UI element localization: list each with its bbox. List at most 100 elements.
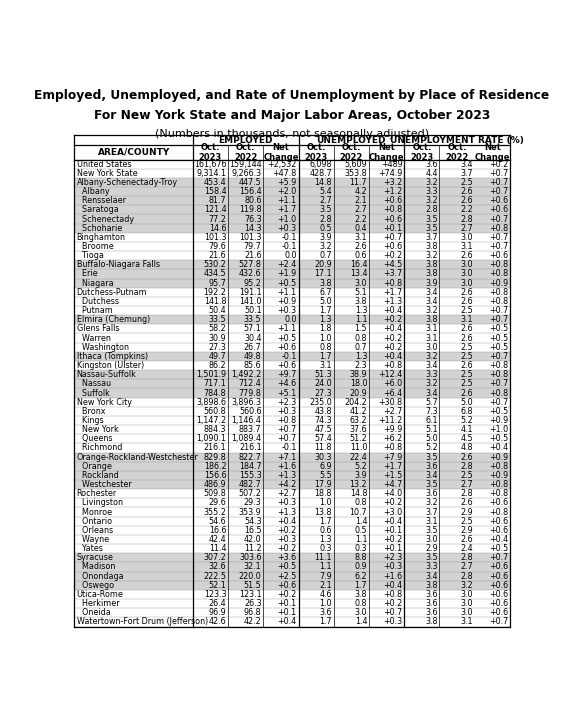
Text: +0.2: +0.2 (383, 535, 402, 544)
Text: 3.2: 3.2 (425, 178, 438, 187)
Text: 27.3: 27.3 (209, 343, 226, 351)
Text: 49.7: 49.7 (209, 352, 226, 361)
Text: 95.2: 95.2 (243, 279, 262, 288)
Text: 1,090.1: 1,090.1 (196, 434, 226, 443)
Text: +0.6: +0.6 (278, 361, 297, 370)
Text: 3.8: 3.8 (425, 315, 438, 325)
Text: Net
Change: Net Change (369, 143, 404, 162)
Text: 0.6: 0.6 (355, 251, 367, 260)
Text: 4.2: 4.2 (355, 187, 367, 196)
Text: 13.2: 13.2 (349, 480, 367, 489)
Text: Orange: Orange (76, 462, 111, 471)
Text: +0.2: +0.2 (383, 251, 402, 260)
Text: +0.4: +0.4 (489, 535, 508, 544)
Text: 5.5: 5.5 (319, 471, 332, 480)
Text: 11.2: 11.2 (244, 544, 262, 553)
Text: +0.2: +0.2 (383, 334, 402, 343)
Text: 3.2: 3.2 (461, 581, 473, 590)
Text: 2.6: 2.6 (461, 297, 473, 306)
Text: 428.7: 428.7 (310, 169, 332, 177)
Text: 2.5: 2.5 (460, 352, 473, 361)
Text: 26.7: 26.7 (244, 343, 262, 351)
Text: Kings: Kings (76, 416, 103, 425)
Text: 13.8: 13.8 (315, 508, 332, 517)
Text: 486.9: 486.9 (203, 480, 226, 489)
Text: 57.1: 57.1 (244, 325, 262, 334)
Text: 5.2: 5.2 (355, 462, 367, 471)
Text: 2.8: 2.8 (461, 554, 473, 562)
Text: 0.7: 0.7 (319, 251, 332, 260)
Text: 1.7: 1.7 (319, 352, 332, 361)
Text: 54.3: 54.3 (244, 517, 262, 526)
Text: 21.6: 21.6 (209, 251, 226, 260)
Text: +0.2: +0.2 (383, 343, 402, 351)
Text: 2.2: 2.2 (460, 205, 473, 214)
Text: 3,896.3: 3,896.3 (231, 397, 262, 407)
Text: 0.3: 0.3 (319, 544, 332, 553)
Text: 16.4: 16.4 (350, 260, 367, 269)
Text: 30.9: 30.9 (209, 334, 226, 343)
Text: +0.6: +0.6 (383, 242, 402, 251)
Text: +1.0: +1.0 (278, 214, 297, 223)
Text: +0.4: +0.4 (383, 306, 402, 315)
Text: 4.1: 4.1 (461, 425, 473, 434)
Text: 1,501.9: 1,501.9 (196, 370, 226, 379)
Text: +7.1: +7.1 (278, 452, 297, 462)
Text: 2.1: 2.1 (355, 197, 367, 205)
Text: +0.6: +0.6 (489, 517, 508, 526)
Text: +0.8: +0.8 (489, 508, 508, 517)
Text: +1.3: +1.3 (278, 471, 297, 480)
Text: 121.4: 121.4 (203, 205, 226, 214)
Bar (74, 471, 510, 480)
Text: 5.4: 5.4 (319, 187, 332, 196)
Text: 717.1: 717.1 (203, 380, 226, 388)
Text: Broome: Broome (76, 242, 113, 251)
Text: 11.1: 11.1 (315, 554, 332, 562)
Text: 3.1: 3.1 (461, 617, 473, 626)
Text: +0.6: +0.6 (489, 526, 508, 535)
Text: 2.6: 2.6 (461, 334, 473, 343)
Text: -0.1: -0.1 (282, 233, 297, 242)
Text: 2.9: 2.9 (425, 544, 438, 553)
Text: +5.1: +5.1 (278, 389, 297, 397)
Text: 2.5: 2.5 (460, 343, 473, 351)
Text: 5,609: 5,609 (345, 160, 367, 168)
Text: 2.7: 2.7 (355, 205, 367, 214)
Text: 3.0: 3.0 (425, 343, 438, 351)
Text: 1,146.4: 1,146.4 (231, 416, 262, 425)
Text: +0.7: +0.7 (278, 434, 297, 443)
Text: 3.0: 3.0 (461, 590, 473, 599)
Text: 2.6: 2.6 (461, 325, 473, 334)
Text: +7.9: +7.9 (383, 452, 402, 462)
Text: 192.2: 192.2 (203, 288, 226, 297)
Text: Bronx: Bronx (76, 407, 105, 416)
Text: +0.7: +0.7 (383, 608, 402, 617)
Text: 81.7: 81.7 (209, 197, 226, 205)
Text: 1.4: 1.4 (355, 517, 367, 526)
Text: 6.8: 6.8 (461, 407, 473, 416)
Text: +0.4: +0.4 (278, 517, 297, 526)
Text: +0.7: +0.7 (489, 306, 508, 315)
Text: 2.6: 2.6 (461, 361, 473, 370)
Text: Dutchess-Putnam: Dutchess-Putnam (76, 288, 147, 297)
Text: +0.5: +0.5 (489, 325, 508, 334)
Text: 1,147.2: 1,147.2 (196, 416, 226, 425)
Bar (74, 462, 510, 471)
Text: +2.0: +2.0 (278, 187, 297, 196)
Text: 52.1: 52.1 (209, 581, 226, 590)
Text: Rensselaer: Rensselaer (76, 197, 125, 205)
Text: 5.2: 5.2 (460, 416, 473, 425)
Text: +0.2: +0.2 (489, 160, 508, 168)
Text: 3.4: 3.4 (425, 297, 438, 306)
Text: Watertown-Fort Drum (Jefferson): Watertown-Fort Drum (Jefferson) (76, 617, 208, 626)
Text: 3.0: 3.0 (461, 599, 473, 608)
Text: 186.2: 186.2 (203, 462, 226, 471)
Text: 38.9: 38.9 (349, 370, 367, 379)
Text: +0.7: +0.7 (489, 380, 508, 388)
Text: +47.8: +47.8 (272, 169, 297, 177)
Text: +0.4: +0.4 (383, 325, 402, 334)
Text: Oct.
2023: Oct. 2023 (410, 143, 433, 162)
Text: 4.5: 4.5 (461, 434, 473, 443)
Text: +0.6: +0.6 (489, 581, 508, 590)
Text: 353.8: 353.8 (345, 169, 367, 177)
